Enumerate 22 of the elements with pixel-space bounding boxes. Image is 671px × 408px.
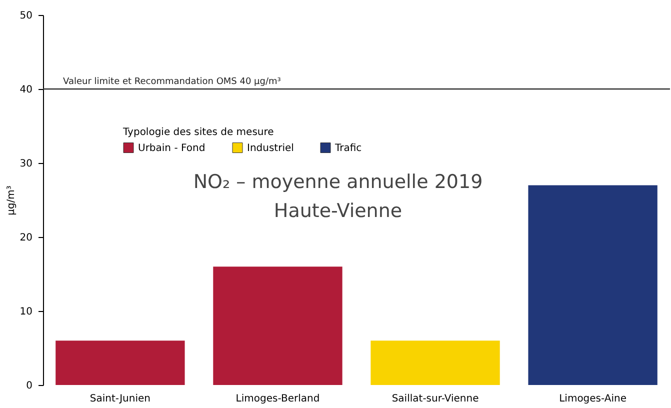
bar (528, 185, 658, 385)
legend-label: Urbain - Fond (138, 142, 206, 154)
x-tick-label: Limoges-Berland (236, 394, 320, 404)
y-tick-label: 30 (20, 158, 32, 170)
bar (370, 340, 500, 385)
x-tick-label: Saillat-sur-Vienne (392, 394, 479, 404)
bar (213, 266, 342, 385)
legend-label: Industriel (247, 142, 294, 154)
x-tick-label: Saint-Junien (90, 394, 150, 404)
y-tick-label: 10 (20, 306, 32, 318)
text: Haute-Vienne (274, 200, 402, 222)
text: NO₂ – moyenne annuelle 2019 (193, 171, 483, 193)
bar (56, 340, 185, 385)
y-tick-label: 20 (20, 232, 32, 244)
y-tick-label: 50 (20, 10, 32, 22)
ref-line-label: Valeur limite et Recommandation OMS 40 µg/m³ (63, 77, 282, 87)
legend-label: Trafic (334, 142, 362, 154)
y-tick-label: 0 (26, 380, 32, 392)
x-tick-label: Limoges-Aine (559, 394, 627, 404)
legend-title: Typologie des sites de mesure (122, 127, 274, 138)
y-axis-title: µg/m³ (6, 186, 17, 216)
y-tick-label: 40 (20, 84, 32, 96)
